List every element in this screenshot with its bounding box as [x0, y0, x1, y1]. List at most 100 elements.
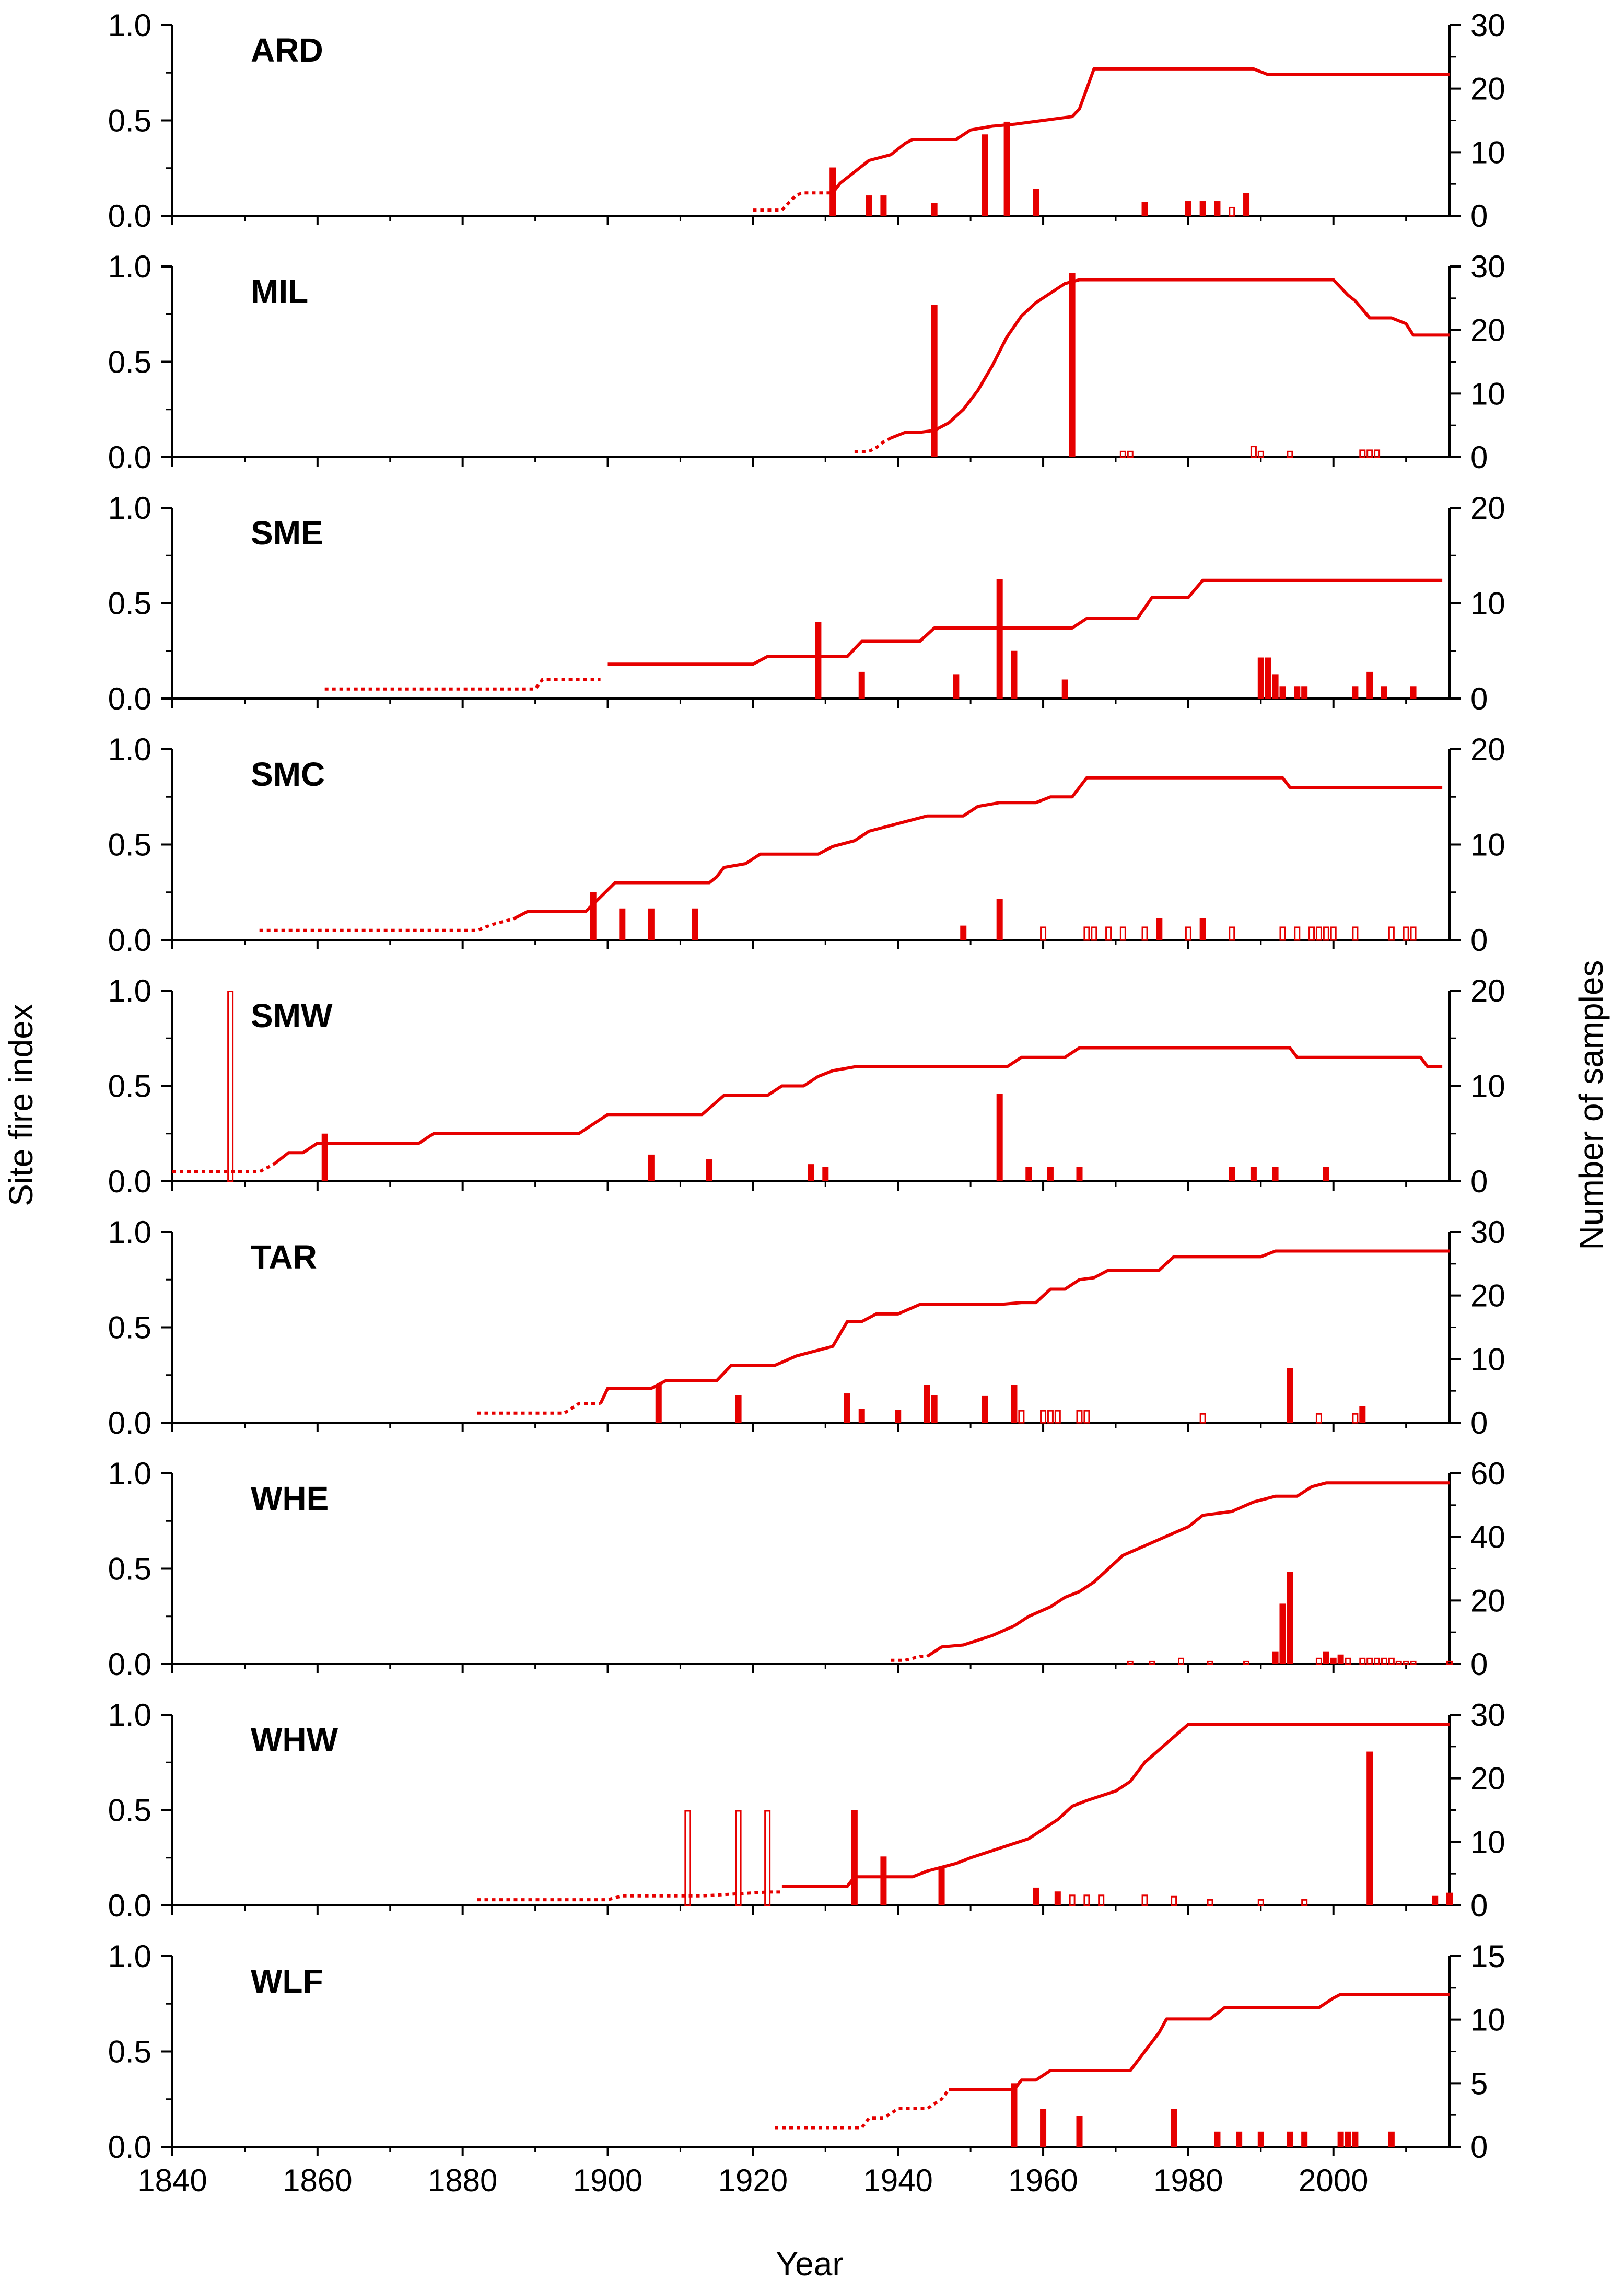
left-tick-label: 0.0 [108, 440, 151, 475]
sample-bar-open [1083, 926, 1090, 941]
sample-bar-open [1366, 449, 1373, 458]
sample-bar-filled [1185, 201, 1191, 216]
sample-bar-filled [1301, 2131, 1308, 2147]
left-axis-title: Site fire index [2, 1004, 40, 1206]
sample-bar-open [1388, 1657, 1395, 1665]
left-tick-label: 0.0 [108, 2130, 151, 2165]
left-tick-label: 0.5 [108, 1552, 151, 1587]
sample-bar-filled [1366, 1751, 1373, 1905]
sample-bar-filled [996, 579, 1003, 699]
sample-bar-filled [1388, 2131, 1395, 2147]
x-tick-label: 1840 [137, 2163, 207, 2198]
sample-bar-open [1141, 926, 1148, 941]
index-line-dotted [259, 917, 514, 932]
sample-bar-filled [1141, 202, 1148, 216]
x-axis: 1840 1860 1880 1900 1920 1940 1960 1980 2000 [137, 2163, 1368, 2198]
panel-whe: 0.0 0.5 1.0 0 20 40 60 WHE [108, 1456, 1505, 1682]
left-tick-label: 1.0 [108, 491, 151, 526]
right-tick-label: 30 [1470, 1215, 1505, 1250]
x-tick-label: 1940 [863, 2163, 932, 2198]
sample-bar-open [1171, 1895, 1177, 1906]
sample-bar-filled [1199, 918, 1206, 940]
sample-bar-filled [931, 203, 938, 216]
sample-bar-filled [1287, 1572, 1293, 1664]
sample-bar-filled [858, 671, 865, 699]
right-tick-label: 0 [1470, 440, 1488, 475]
sample-bar-filled [1033, 189, 1039, 216]
right-tick-label: 10 [1470, 135, 1505, 170]
sample-bar-open [1410, 926, 1417, 941]
sample-bar-open [1040, 1410, 1047, 1424]
sample-bar-open [1119, 450, 1126, 458]
sample-bar-filled [1337, 1654, 1344, 1664]
left-tick-label: 0.0 [108, 681, 151, 716]
sample-bar-filled [960, 925, 967, 940]
index-line-solid [890, 278, 1450, 440]
left-tick-label: 1.0 [108, 732, 151, 767]
sample-bar-filled [1025, 1167, 1032, 1181]
sample-bar-open [1229, 206, 1235, 217]
right-tick-label: 10 [1470, 1069, 1505, 1104]
left-tick-label: 0.0 [108, 199, 151, 234]
sample-bar-open [1149, 1660, 1155, 1665]
left-tick-label: 1.0 [108, 1456, 151, 1491]
sample-bar-open [1083, 1894, 1090, 1906]
sample-bar-open [1315, 926, 1322, 941]
sample-bar-filled [1229, 1167, 1235, 1181]
right-tick-label: 15 [1470, 1939, 1505, 1974]
left-tick-label: 0.0 [108, 1647, 151, 1682]
panel-whw: 0.0 0.5 1.0 0 10 20 30 WHW [108, 1697, 1505, 1923]
index-line-solid [781, 1723, 1450, 1888]
sample-bar-open [1091, 926, 1097, 941]
index-line-solid [831, 67, 1450, 194]
sample-bar-open [1374, 1657, 1381, 1665]
x-tick-label: 1880 [428, 2163, 497, 2198]
sample-bar-open [1315, 1413, 1322, 1424]
sample-bar-filled [1040, 2109, 1047, 2147]
sample-bar-filled [815, 622, 822, 699]
sample-bar-filled [655, 1385, 662, 1423]
right-tick-label: 20 [1470, 1761, 1505, 1796]
sample-bar-filled [1279, 1603, 1286, 1664]
sample-bar-open [1381, 1657, 1387, 1665]
sample-bar-filled [931, 305, 938, 457]
panel-wlf: 0.0 0.5 1.0 0 5 10 15 WLF [108, 1939, 1505, 2165]
sample-bar-open [1229, 926, 1235, 941]
x-axis-title: Year [776, 2245, 843, 2283]
index-line-dotted [753, 191, 833, 212]
sample-bar-open [1257, 450, 1264, 458]
sample-bar-filled [1272, 1651, 1279, 1664]
sample-bar-open [1127, 450, 1134, 458]
sample-bar-filled [1236, 2131, 1243, 2147]
sample-bar-filled [1047, 1167, 1054, 1181]
panel-title: SMC [251, 755, 325, 793]
sample-bar-filled [1011, 2083, 1018, 2147]
sample-bar-filled [996, 899, 1003, 940]
sample-bar-filled [1214, 2131, 1221, 2147]
sample-bar-open [1359, 1657, 1366, 1665]
sample-bar-open [1388, 926, 1395, 941]
right-tick-label: 0 [1470, 1888, 1488, 1923]
sample-bar-filled [1061, 679, 1068, 699]
panel-sme: 0.0 0.5 1.0 0 10 20 SME [108, 491, 1505, 716]
sample-bar-filled [1033, 1887, 1039, 1905]
sample-bar-filled [953, 674, 960, 699]
right-tick-label: 10 [1470, 2003, 1505, 2038]
sample-bar-open [1308, 926, 1315, 941]
x-tick-label: 1980 [1153, 2163, 1223, 2198]
right-tick-label: 10 [1470, 1342, 1505, 1377]
sample-bar-open [1047, 1410, 1054, 1424]
left-tick-label: 1.0 [108, 1697, 151, 1732]
x-tick-label: 1900 [573, 2163, 642, 2198]
sample-bar-open [1018, 1410, 1025, 1424]
index-line-solid [273, 1046, 1443, 1166]
right-tick-label: 30 [1470, 8, 1505, 43]
sample-bar-open [1359, 449, 1366, 458]
panel-title: SMW [251, 997, 333, 1034]
sample-bar-filled [1432, 1895, 1439, 1905]
sample-bar-open [1330, 926, 1337, 941]
sample-bar-filled [1214, 201, 1221, 216]
sample-bar-filled [1054, 1891, 1061, 1905]
